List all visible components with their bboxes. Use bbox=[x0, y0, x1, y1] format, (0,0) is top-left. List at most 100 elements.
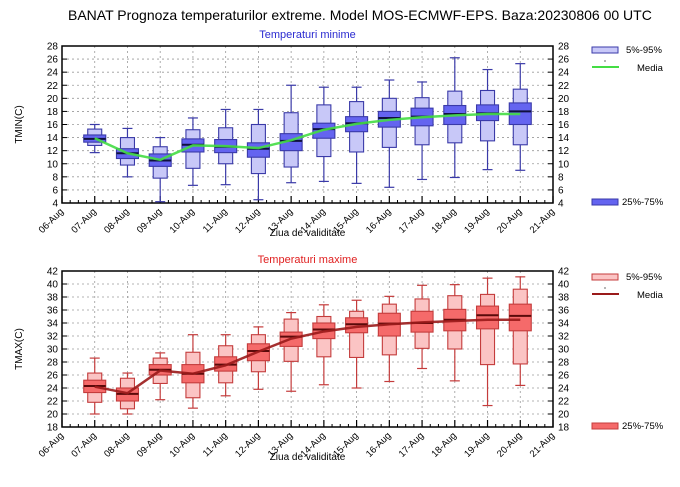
x-tick-label: 11-Aug bbox=[201, 206, 230, 235]
y-tick-label-right: 32 bbox=[558, 332, 570, 343]
legend-label-outer: 5%-95% bbox=[626, 272, 662, 283]
y-tick-label-left: 36 bbox=[47, 306, 59, 317]
y-tick-label-left: 32 bbox=[47, 332, 59, 343]
y-tick-label-right: 12 bbox=[558, 146, 570, 157]
y-tick-label-left: 28 bbox=[47, 358, 59, 369]
legend-label-inner: 25%-75% bbox=[622, 421, 664, 432]
y-tick-label-left: 34 bbox=[47, 319, 59, 330]
y-tick-label-right: 22 bbox=[558, 81, 570, 92]
y-tick-label-right: 26 bbox=[558, 55, 570, 66]
y-tick-label-right: 26 bbox=[558, 371, 570, 382]
box-15-Aug bbox=[345, 86, 369, 184]
y-tick-label-left: 20 bbox=[47, 94, 59, 105]
legend-label-mean: Media bbox=[637, 63, 664, 74]
plot-frame bbox=[61, 45, 554, 204]
y-tick-label-right: 18 bbox=[558, 107, 570, 118]
mean-line bbox=[94, 112, 521, 162]
y-tick-label-left: 38 bbox=[47, 293, 59, 304]
legend-swatch-outer bbox=[591, 273, 619, 281]
box-15-Aug bbox=[345, 299, 369, 389]
main-title: BANAT Prognoza temperaturilor extreme. M… bbox=[68, 7, 652, 23]
box-13-Aug bbox=[279, 312, 303, 392]
x-tick-label: 12-Aug bbox=[233, 430, 262, 459]
x-tick-label: 07-Aug bbox=[69, 206, 98, 235]
legend-dot bbox=[604, 60, 606, 62]
box-18-Aug bbox=[443, 284, 467, 382]
x-tick-label: 08-Aug bbox=[102, 430, 131, 459]
box-17-Aug bbox=[410, 81, 434, 181]
box-09-Aug bbox=[148, 136, 172, 203]
x-tick-label: 10-Aug bbox=[168, 430, 197, 459]
y-axis-label: TMAX(C) bbox=[14, 328, 25, 370]
y-tick-label-left: 10 bbox=[47, 159, 59, 170]
y-tick-label-right: 30 bbox=[558, 345, 570, 356]
y-tick-label-left: 26 bbox=[47, 371, 59, 382]
y-tick-label-right: 24 bbox=[558, 68, 570, 79]
y-tick-label-left: 26 bbox=[47, 55, 59, 66]
x-tick-label: 09-Aug bbox=[135, 430, 164, 459]
legend-label-outer: 5%-95% bbox=[626, 45, 662, 56]
x-tick-label: 21-Aug bbox=[528, 206, 557, 235]
box-13-Aug bbox=[279, 84, 303, 184]
mean-line bbox=[94, 318, 521, 395]
legend-label-inner: 25%-75% bbox=[622, 197, 664, 208]
x-tick-label: 12-Aug bbox=[233, 206, 262, 235]
box-16-Aug bbox=[377, 295, 401, 383]
box-16-Aug bbox=[377, 79, 401, 188]
box-07-Aug bbox=[83, 357, 107, 415]
y-tick-label-left: 8 bbox=[52, 172, 58, 183]
chart-title: Temperaturi maxime bbox=[258, 254, 358, 266]
box-20-Aug bbox=[508, 63, 532, 171]
y-tick-label-right: 24 bbox=[558, 384, 570, 395]
y-tick-label-left: 40 bbox=[47, 280, 59, 291]
x-tick-label: 16-Aug bbox=[364, 430, 393, 459]
y-tick-label-left: 20 bbox=[47, 410, 59, 421]
tmax-chart: Temperaturi maxime 18 18 20 20 22 22 24 24 26 26 28… bbox=[14, 254, 664, 463]
y-tick-label-right: 34 bbox=[558, 319, 570, 330]
y-tick-label-left: 14 bbox=[47, 133, 59, 144]
x-tick-label: 20-Aug bbox=[495, 206, 524, 235]
x-tick-label: 19-Aug bbox=[462, 430, 491, 459]
y-tick-label-left: 6 bbox=[52, 185, 58, 196]
y-tick-label-right: 28 bbox=[558, 42, 570, 53]
y-tick-label-right: 22 bbox=[558, 397, 570, 408]
x-tick-label: 08-Aug bbox=[102, 206, 131, 235]
x-tick-label: 16-Aug bbox=[364, 206, 393, 235]
box-20-Aug bbox=[508, 276, 532, 386]
box-19-Aug bbox=[475, 277, 500, 407]
y-tick-label-right: 38 bbox=[558, 293, 570, 304]
box-12-Aug bbox=[246, 326, 270, 390]
y-tick-label-left: 24 bbox=[47, 68, 59, 79]
y-tick-label-left: 30 bbox=[47, 345, 59, 356]
box-25-75 bbox=[475, 305, 500, 330]
legend-dot bbox=[604, 287, 606, 289]
x-tick-label: 18-Aug bbox=[429, 430, 458, 459]
box-18-Aug bbox=[443, 57, 467, 179]
y-tick-label-right: 42 bbox=[558, 267, 570, 278]
y-axis-label: TMIN(C) bbox=[14, 105, 25, 143]
box-17-Aug bbox=[410, 284, 434, 370]
legend-swatch-outer bbox=[591, 46, 619, 54]
x-tick-label: 19-Aug bbox=[462, 206, 491, 235]
x-tick-label: 20-Aug bbox=[495, 430, 524, 459]
y-tick-label-right: 14 bbox=[558, 133, 570, 144]
y-tick-label-right: 4 bbox=[558, 199, 564, 210]
x-tick-label: 06-Aug bbox=[37, 430, 66, 459]
y-tick-label-left: 24 bbox=[47, 384, 59, 395]
y-tick-label-right: 20 bbox=[558, 410, 570, 421]
y-tick-label-left: 18 bbox=[47, 423, 59, 434]
y-tick-label-right: 20 bbox=[558, 94, 570, 105]
chart-title: Temperaturi minime bbox=[259, 29, 356, 41]
x-tick-label: 10-Aug bbox=[168, 206, 197, 235]
y-tick-label-left: 12 bbox=[47, 146, 59, 157]
y-tick-label-right: 40 bbox=[558, 280, 570, 291]
x-tick-label: 17-Aug bbox=[397, 206, 426, 235]
box-14-Aug bbox=[312, 304, 336, 386]
y-tick-label-left: 22 bbox=[47, 81, 59, 92]
y-tick-label-left: 28 bbox=[47, 42, 59, 53]
plot-frame bbox=[61, 270, 554, 428]
y-tick-label-left: 22 bbox=[47, 397, 59, 408]
box-14-Aug bbox=[312, 86, 336, 183]
y-tick-label-right: 8 bbox=[558, 172, 564, 183]
y-tick-label-right: 6 bbox=[558, 185, 564, 196]
